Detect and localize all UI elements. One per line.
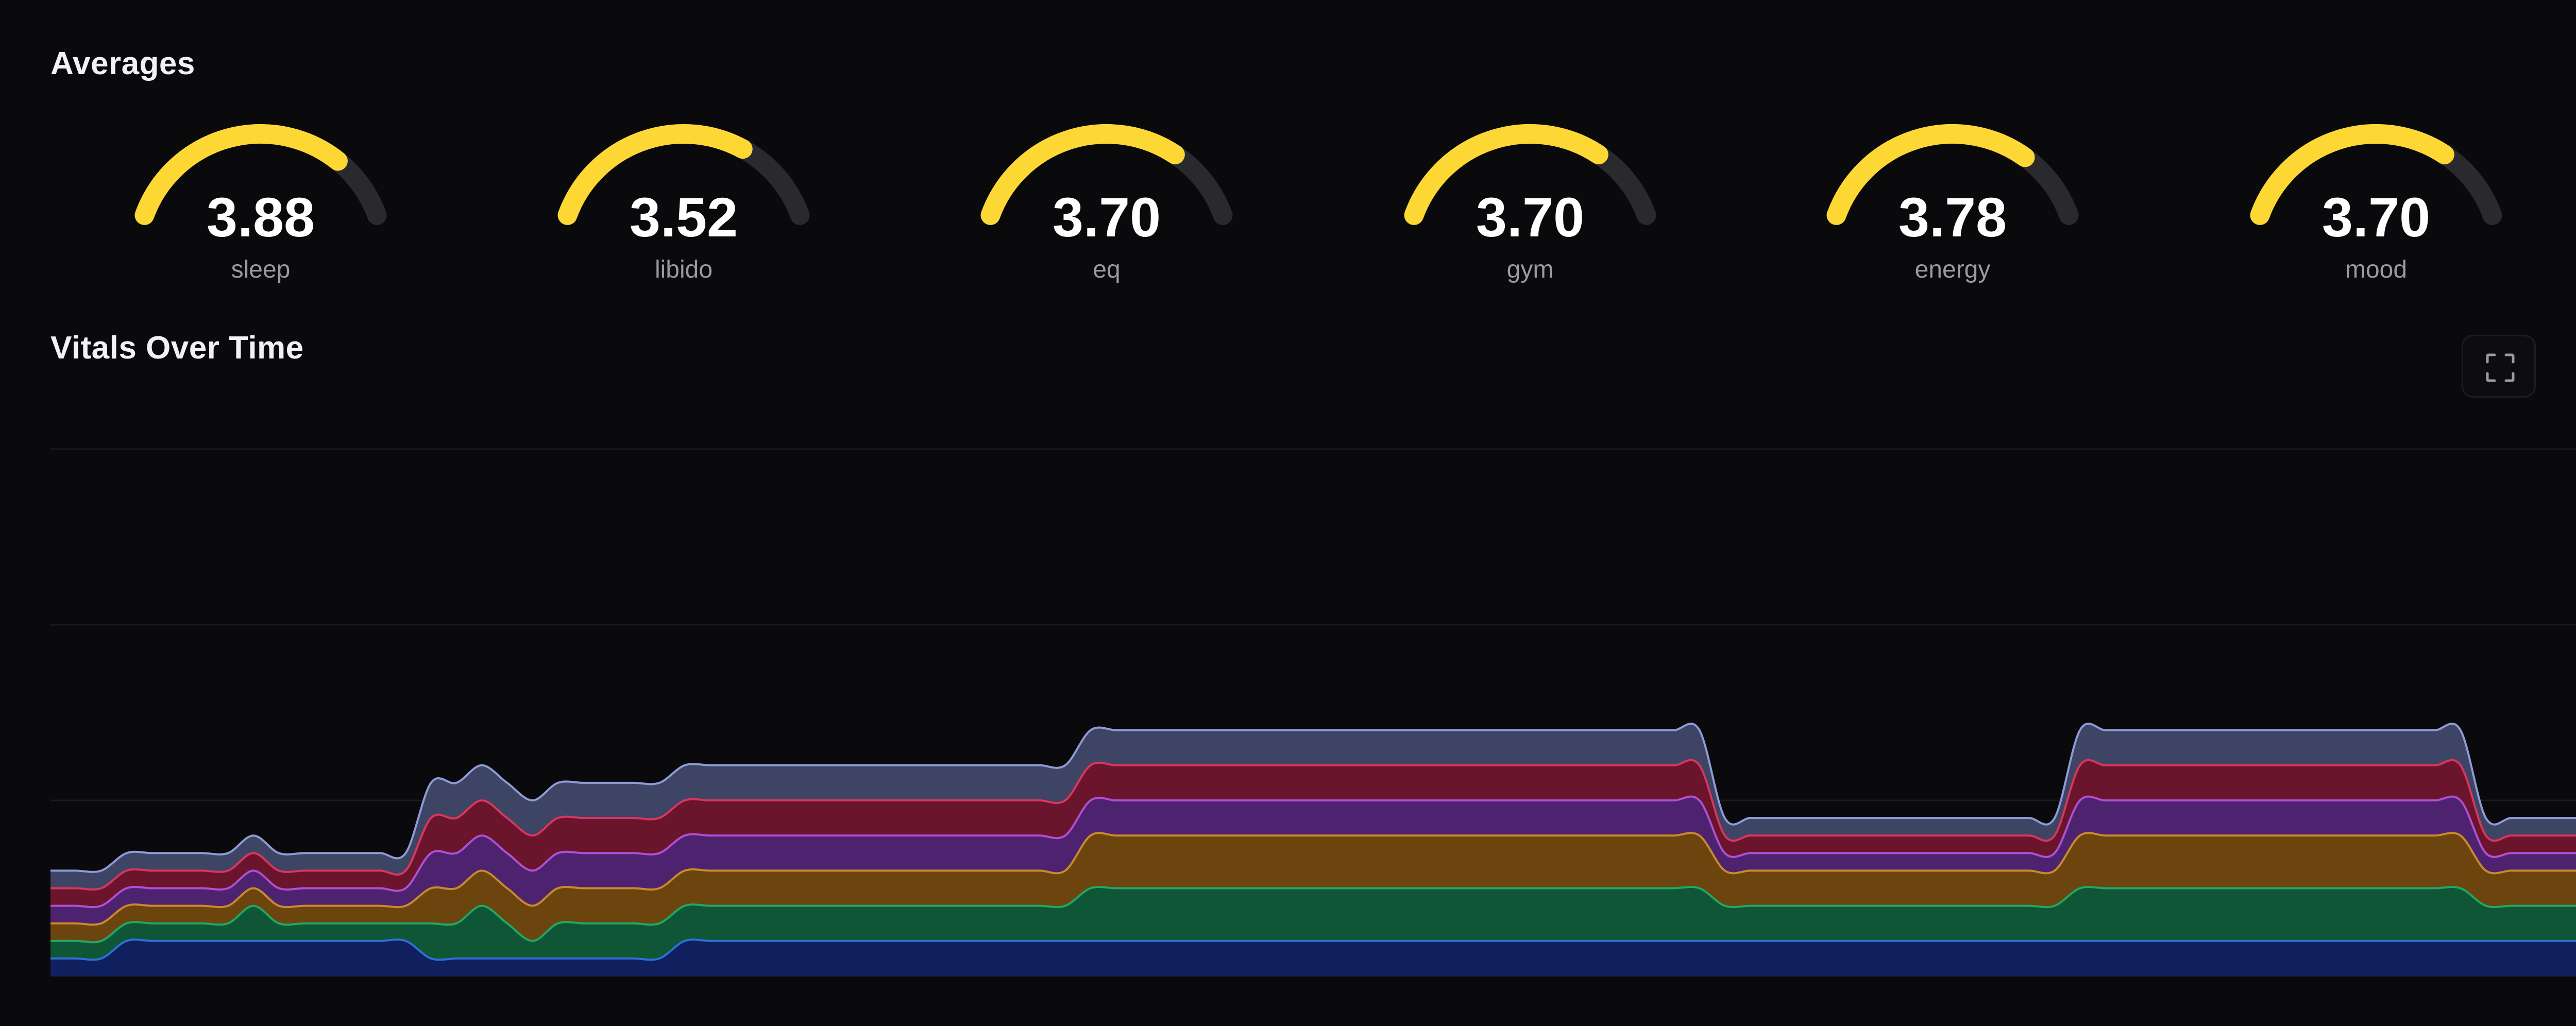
gauge-value: 3.78 bbox=[1898, 186, 2007, 248]
series-line-1 bbox=[50, 885, 2576, 944]
averages-title: Averages bbox=[50, 46, 195, 81]
gauge-gym: 3.70 gym bbox=[1386, 113, 1674, 299]
gauge-arc bbox=[1826, 124, 2079, 225]
gauge-value: 3.88 bbox=[206, 186, 315, 248]
gauge-libido: 3.52 libido bbox=[539, 113, 828, 299]
gauge-arc bbox=[2250, 124, 2502, 225]
gauge-energy: 3.78 energy bbox=[1808, 113, 2097, 299]
vitals-title: Vitals Over Time bbox=[50, 330, 304, 366]
gauge-eq: 3.70 eq bbox=[962, 113, 1251, 299]
series-line-4 bbox=[50, 759, 2576, 891]
expand-icon bbox=[2486, 353, 2515, 382]
series-line-0 bbox=[50, 938, 2576, 961]
gauge-label: eq bbox=[1093, 256, 1121, 283]
gauge-label: gym bbox=[1506, 256, 1554, 283]
gauge-label: libido bbox=[654, 256, 713, 283]
fullscreen-button[interactable] bbox=[2462, 335, 2536, 398]
averages-gauges: 3.88 sleep 3.52 libido 3.70 eq 3.70 gym … bbox=[0, 113, 2576, 299]
gauge-mood: 3.70 mood bbox=[2232, 113, 2520, 299]
gauge-arc bbox=[134, 124, 387, 225]
gauge-arc bbox=[1404, 124, 1656, 225]
gauge-sleep: 3.88 sleep bbox=[116, 113, 405, 299]
gauge-value: 3.70 bbox=[1476, 186, 1585, 248]
series-line-2 bbox=[50, 832, 2576, 926]
gauge-label: sleep bbox=[231, 256, 291, 283]
gauge-value: 3.70 bbox=[1052, 186, 1161, 248]
series-area-0 bbox=[50, 939, 2576, 976]
series-line-5 bbox=[50, 723, 2576, 873]
gauge-label: energy bbox=[1914, 256, 1991, 283]
gauge-arc bbox=[980, 124, 1233, 225]
gauge-value: 3.70 bbox=[2321, 186, 2431, 248]
series-line-3 bbox=[50, 795, 2576, 909]
gauge-value: 3.52 bbox=[629, 186, 738, 248]
gauge-arc bbox=[557, 124, 810, 225]
gauge-label: mood bbox=[2345, 256, 2408, 283]
